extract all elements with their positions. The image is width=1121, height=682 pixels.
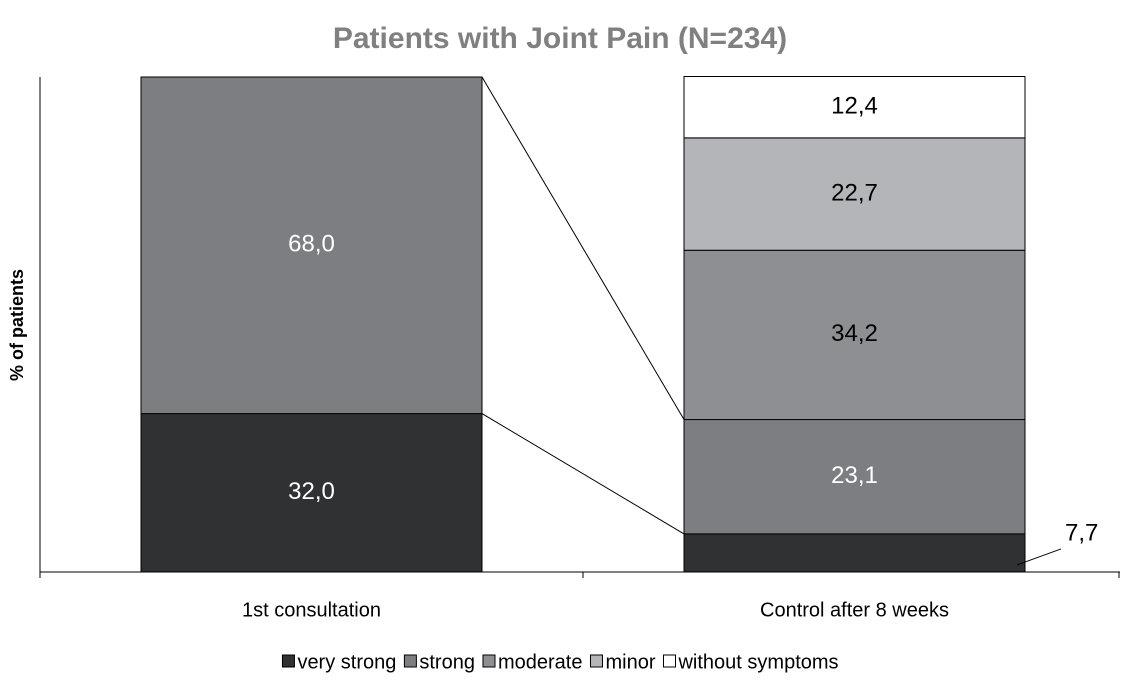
legend-label: minor xyxy=(605,651,655,673)
data-label: 23,1 xyxy=(831,462,878,489)
bar-segment xyxy=(683,137,1026,251)
legend-swatch xyxy=(482,654,496,668)
legend-swatch xyxy=(403,654,417,668)
data-label: 32,0 xyxy=(288,478,335,505)
data-label: 7,7 xyxy=(1065,519,1098,546)
bar-segment xyxy=(140,76,483,415)
data-label: 68,0 xyxy=(288,231,335,258)
chart-title: Patients with Joint Pain (N=234) xyxy=(333,22,787,55)
x-tick-label: Control after 8 weeks xyxy=(760,599,949,621)
legend-label: very strong xyxy=(297,651,396,673)
x-tick-label: 1st consultation xyxy=(242,599,381,621)
legend-label: moderate xyxy=(498,651,583,673)
bar-segment xyxy=(683,533,1026,573)
bar-segment xyxy=(683,419,1026,535)
y-axis-label: % of patients xyxy=(7,269,27,381)
legend-swatch xyxy=(281,654,295,668)
legend-label: strong xyxy=(419,651,475,673)
connector xyxy=(481,76,685,420)
legend-swatch xyxy=(589,654,603,668)
data-label: 22,7 xyxy=(831,179,878,206)
legend-swatch xyxy=(662,654,676,668)
data-label: 34,2 xyxy=(831,320,878,347)
connector xyxy=(481,413,685,535)
legend-label: without symptoms xyxy=(677,651,838,673)
bar-segment xyxy=(683,76,1026,139)
data-label: 12,4 xyxy=(831,93,878,120)
leader-line xyxy=(1016,548,1062,566)
bar-segment xyxy=(140,413,483,573)
